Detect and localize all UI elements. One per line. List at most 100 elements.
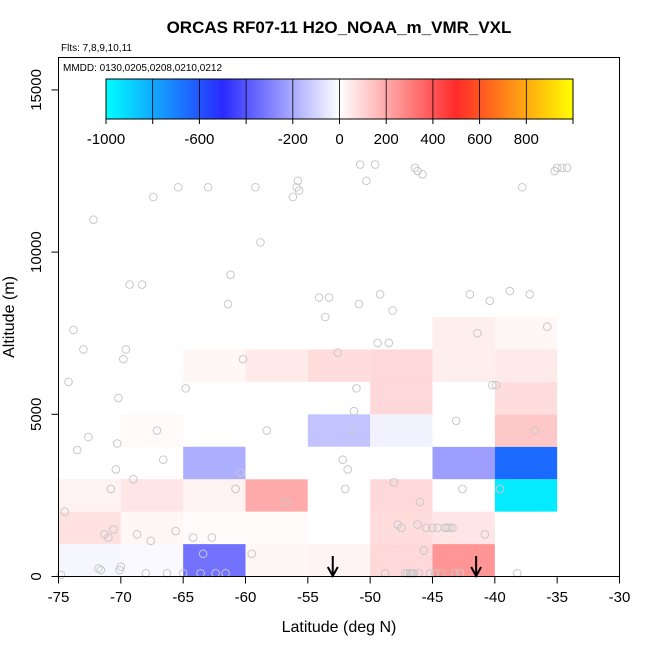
data-point xyxy=(226,270,235,280)
data-point xyxy=(380,568,390,578)
data-point xyxy=(505,286,515,296)
heatmap-cell xyxy=(245,544,308,577)
heatmap-cell xyxy=(370,349,433,382)
y-axis: 0 5000 10000 15000 xyxy=(28,69,59,581)
heatmap-cell xyxy=(307,414,371,447)
data-point xyxy=(333,348,343,357)
flight-points xyxy=(56,160,572,580)
data-point xyxy=(314,293,324,302)
heatmap-cell xyxy=(432,446,495,480)
heatmap-cell xyxy=(494,381,558,415)
data-point xyxy=(231,484,240,494)
data-point xyxy=(354,299,364,309)
data-point xyxy=(119,354,128,364)
data-point xyxy=(428,523,437,533)
heatmap-cell xyxy=(183,446,246,480)
data-point xyxy=(375,289,385,299)
data-point xyxy=(111,465,121,474)
x-tick-label: -35 xyxy=(546,589,568,606)
data-point xyxy=(148,192,158,202)
data-point xyxy=(397,523,406,533)
data-point xyxy=(114,393,123,403)
data-point xyxy=(146,536,156,546)
data-point xyxy=(251,182,260,192)
heatmap-cell xyxy=(120,511,184,545)
data-point xyxy=(436,568,446,578)
data-point xyxy=(352,384,361,393)
heatmap-cell xyxy=(432,479,495,512)
data-point xyxy=(158,455,168,465)
data-point xyxy=(292,182,301,192)
data-point xyxy=(413,520,422,529)
data-point xyxy=(125,280,134,289)
colorbar-tick-label: 800 xyxy=(514,131,539,148)
x-tick-label: -45 xyxy=(422,589,444,606)
data-point xyxy=(451,416,461,426)
heatmap-cell xyxy=(120,414,184,447)
x-tick-label: -70 xyxy=(110,589,132,606)
data-point xyxy=(64,377,73,387)
heatmap-cell xyxy=(307,349,371,382)
data-point xyxy=(72,445,82,455)
heatmap-cell xyxy=(58,544,121,577)
data-point xyxy=(162,568,172,578)
colorbar-tick-label: 600 xyxy=(467,131,492,148)
data-point xyxy=(338,455,348,465)
x-tick-label: -75 xyxy=(48,589,70,606)
date-label: MMDD: 0130,0205,0208,0210,0212 xyxy=(63,63,222,74)
colorbar-dividers xyxy=(152,79,527,119)
heatmap-cell xyxy=(307,544,371,577)
heatmap-cell xyxy=(432,349,495,382)
x-tick-label: -40 xyxy=(484,589,506,606)
heatmap-cell xyxy=(58,511,121,545)
flights-label: Flts: 7,8,9,10,11 xyxy=(61,43,132,54)
heatmap-cell xyxy=(307,446,371,480)
data-point xyxy=(262,426,271,435)
data-point xyxy=(443,523,452,533)
data-point xyxy=(415,497,425,507)
data-point xyxy=(491,380,501,390)
heatmap-cell xyxy=(307,511,371,545)
data-point xyxy=(409,568,419,578)
heatmap-cell xyxy=(120,479,184,512)
data-point xyxy=(121,345,131,354)
data-point xyxy=(430,568,440,578)
heatmap-cell xyxy=(370,479,433,512)
data-point xyxy=(517,182,527,192)
data-point xyxy=(495,484,505,494)
heatmap-cell xyxy=(245,349,308,382)
data-point xyxy=(370,160,380,169)
data-point xyxy=(343,465,353,474)
data-point xyxy=(288,192,298,202)
heatmap-cell xyxy=(183,544,246,577)
heatmap-cell xyxy=(432,317,495,350)
data-point xyxy=(89,215,98,224)
data-point xyxy=(425,568,435,578)
heatmap-cell xyxy=(370,414,433,447)
data-point xyxy=(141,568,151,578)
data-point xyxy=(355,160,365,169)
data-point xyxy=(256,238,265,247)
heatmap-cell xyxy=(494,317,558,350)
data-point xyxy=(223,299,233,309)
data-point xyxy=(450,568,460,578)
x-tick-label: -60 xyxy=(235,589,257,606)
data-point xyxy=(84,432,93,442)
data-point xyxy=(109,525,118,534)
data-point xyxy=(445,523,455,533)
data-point xyxy=(320,312,330,322)
data-point xyxy=(188,533,198,542)
x-tick-label: -50 xyxy=(359,589,381,606)
heatmap-cell xyxy=(494,479,558,512)
data-point xyxy=(419,546,429,555)
data-point xyxy=(349,406,359,416)
data-point xyxy=(79,345,88,354)
data-point xyxy=(403,568,412,578)
data-point xyxy=(373,338,382,348)
data-point xyxy=(413,166,422,176)
data-point xyxy=(132,530,142,539)
data-point xyxy=(281,497,290,507)
data-point xyxy=(173,182,183,192)
heatmap-cell xyxy=(370,381,433,415)
chart-title: ORCAS RF07-11 H2O_NOAA_m_VMR_VXL xyxy=(167,18,512,37)
